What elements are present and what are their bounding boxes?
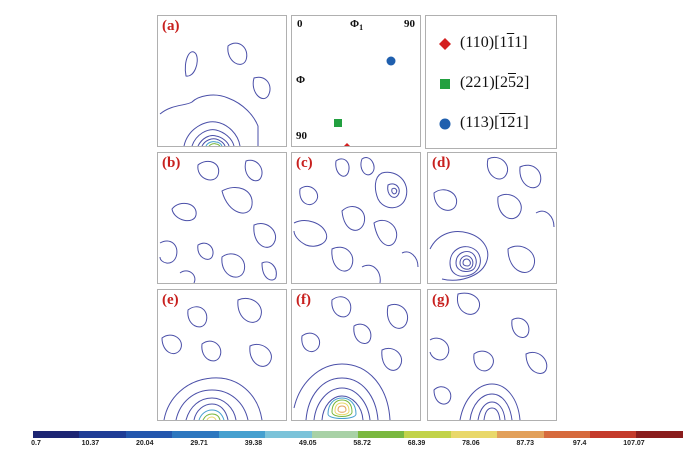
- contour-plot-f: [293, 296, 408, 420]
- color-scale-tick-label: 49.05: [299, 440, 317, 447]
- panel-label-g: (g): [432, 292, 450, 308]
- color-scale-segment-8: [404, 431, 451, 438]
- color-scale-segment-13: [636, 431, 683, 438]
- color-scale-tick-label: 29.71: [190, 440, 208, 447]
- legend-item-110: (110)[111]: [426, 32, 556, 56]
- color-scale-ticks: 0.7 10.37 20.04 29.71 39.38 49.05 58.72 68.39 78…: [0, 440, 700, 454]
- odf-panel-f: (f): [291, 289, 421, 421]
- panel-label-f: (f): [296, 292, 311, 308]
- legend-box: (110)[111] (221)[252] (113)[121]: [425, 15, 557, 149]
- panel-label-a: (a): [162, 18, 180, 34]
- legend-item-221: (221)[252]: [426, 72, 556, 96]
- odf-panel-a: (a): [157, 15, 287, 147]
- color-scale-segment-9: [450, 431, 498, 438]
- color-scale-tick-label: 20.04: [135, 440, 154, 447]
- color-scale-tick-label: 97.4: [572, 440, 587, 447]
- phi-max-label: 90: [296, 130, 307, 142]
- odf-panel-e: (e): [157, 289, 287, 421]
- contour-plot-c: [293, 157, 419, 283]
- legend-text-110: (110)[111]: [460, 34, 528, 51]
- color-scale-segment-6: [311, 431, 358, 438]
- square-icon: [440, 79, 450, 89]
- reference-panel: 0 Φ1 90 Φ 90: [291, 15, 421, 147]
- phi1-min-label: 0: [297, 18, 303, 30]
- circle-icon: [439, 118, 451, 130]
- color-scale-tick-label: 58.72: [353, 440, 371, 447]
- contour-plot-d: [429, 157, 555, 281]
- panel-label-b: (b): [162, 155, 181, 171]
- marker-110-diamond: [344, 143, 350, 146]
- color-scale-bar: [33, 431, 683, 438]
- color-scale-tick-label: 10.37: [81, 440, 100, 447]
- phi-axis-label: Φ: [296, 74, 306, 86]
- color-scale-segment-0: [33, 431, 80, 438]
- marker-221-square: [334, 119, 342, 127]
- color-scale-tick-label: 39.38: [244, 440, 263, 447]
- legend-text-113: (113)[121]: [460, 114, 529, 131]
- legend-text-221: (221)[252]: [460, 74, 530, 91]
- orientation-markers: [334, 56, 396, 146]
- odf-panel-b: (b): [157, 152, 287, 284]
- diamond-icon: [439, 38, 451, 50]
- contour-plot-e: [161, 298, 272, 420]
- color-scale-tick-label: 0.7: [31, 440, 41, 447]
- color-scale-segment-1: [79, 431, 126, 438]
- phi1-max-label: 90: [404, 18, 415, 30]
- color-scale-segment-11: [543, 431, 591, 438]
- color-scale-segment-12: [590, 431, 637, 438]
- panel-label-d: (d): [432, 155, 451, 171]
- panel-label-e: (e): [162, 292, 179, 308]
- odf-panel-d: (d): [427, 152, 557, 284]
- marker-113-circle: [386, 56, 396, 66]
- odf-panel-c: (c): [291, 152, 421, 284]
- phi1-axis-label: Φ1: [350, 18, 363, 32]
- legend-item-113: (113)[121]: [426, 112, 556, 136]
- phi1-axis-text: Φ1: [350, 18, 364, 33]
- contour-plot-g: [429, 292, 548, 420]
- panel-label-c: (c): [296, 155, 313, 171]
- color-scale-tick-label: 78.06: [462, 440, 480, 447]
- contour-plot-a: [159, 42, 271, 146]
- color-scale-tick-label: 107.07: [623, 440, 645, 447]
- color-scale-tick-label: 87.73: [516, 440, 535, 447]
- contour-plot-b: [159, 159, 277, 283]
- color-scale-tick-label: 68.39: [407, 440, 426, 447]
- color-scale-segment-3: [172, 431, 219, 438]
- color-scale-segment-4: [218, 431, 266, 438]
- color-scale-segment-7: [357, 431, 405, 438]
- color-scale-segment-5: [265, 431, 312, 438]
- color-scale-segment-10: [497, 431, 544, 438]
- color-scale-segment-2: [125, 431, 173, 438]
- odf-panel-g: (g): [427, 289, 557, 421]
